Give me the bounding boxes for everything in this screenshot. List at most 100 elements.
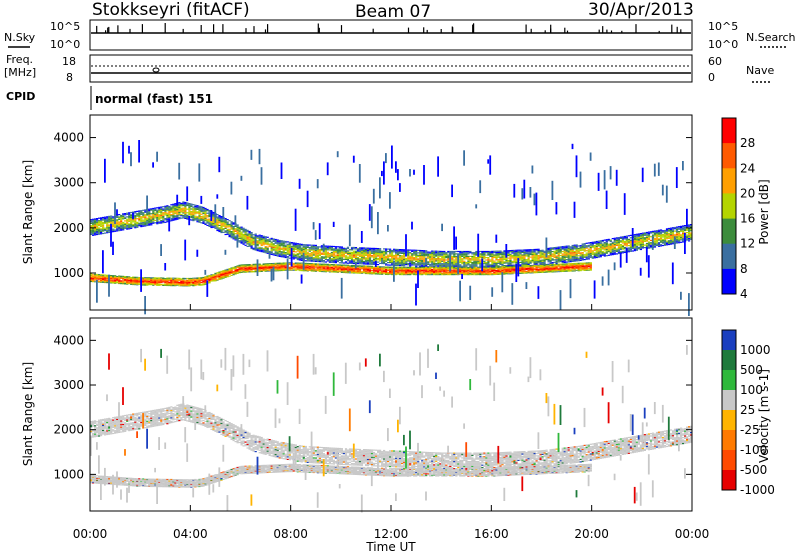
- heatmap-cell: [272, 246, 275, 249]
- heatmap-cell: [362, 266, 366, 267]
- heatmap-cell: [102, 232, 105, 235]
- heatmap-cell: [264, 249, 267, 251]
- heatmap-cell: [320, 259, 323, 262]
- heatmap-cell: [401, 250, 404, 252]
- heatmap-cell: [110, 217, 113, 220]
- heatmap-cell: [128, 220, 131, 222]
- heatmap-cell: [278, 239, 281, 242]
- heatmap-cell: [453, 250, 456, 253]
- heatmap-cell: [324, 255, 327, 257]
- heatmap-cell: [258, 246, 261, 248]
- heatmap-cell: [358, 260, 362, 262]
- heatmap-cell: [467, 261, 470, 264]
- heatmap-cell: [419, 273, 422, 275]
- heatmap-cell: [116, 281, 119, 283]
- heatmap-cell: [116, 225, 119, 227]
- heatmap-cell: [326, 251, 329, 253]
- heatmap-cell: [130, 220, 133, 222]
- heatmap-cell: [198, 208, 201, 210]
- heatmap-cell: [110, 280, 113, 282]
- heatmap-cell: [282, 265, 285, 267]
- heatmap-cell: [374, 271, 378, 273]
- heatmap-cell: [334, 246, 337, 248]
- heatmap-cell: [188, 214, 191, 216]
- heatmap-cell: [364, 248, 368, 250]
- heatmap-cell: [344, 272, 348, 274]
- heatmap-cell: [218, 277, 221, 279]
- heatmap-cell: [280, 240, 283, 242]
- heatmap-cell: [166, 221, 169, 223]
- heatmap-cell: [268, 269, 271, 271]
- heatmap-cell: [236, 229, 239, 231]
- heatmap-cell: [362, 270, 366, 272]
- heatmap-cell: [118, 228, 121, 230]
- heatmap-cell: [120, 278, 123, 279]
- heatmap-cell: [272, 254, 275, 256]
- heatmap-cell: [122, 275, 125, 277]
- heatmap-cell: [90, 221, 93, 223]
- heatmap-cell: [202, 215, 205, 217]
- heatmap-cell: [308, 259, 311, 261]
- heatmap-cell: [397, 252, 400, 254]
- heatmap-cell: [228, 271, 231, 272]
- heatmap-cell: [294, 244, 297, 246]
- heatmap-cell: [116, 224, 119, 226]
- heatmap-cell: [411, 255, 414, 257]
- heatmap-cell: [128, 218, 131, 220]
- heatmap-cell: [364, 257, 368, 259]
- heatmap-cell: [411, 254, 414, 256]
- heatmap-cell: [437, 156, 439, 177]
- heatmap-cell: [288, 241, 291, 243]
- heatmap-cell: [479, 264, 482, 266]
- heatmap-cell: [433, 255, 436, 257]
- heatmap-cell: [154, 214, 157, 217]
- heatmap-cell: [409, 260, 412, 262]
- heatmap-cell: [377, 261, 380, 263]
- heatmap-cell: [260, 265, 263, 267]
- heatmap-cell: [170, 281, 173, 283]
- heatmap-cell: [236, 266, 239, 267]
- heatmap-cell: [443, 257, 446, 259]
- heatmap-cell: [326, 264, 329, 266]
- heatmap-cell: [162, 217, 165, 219]
- heatmap-cell: [322, 263, 325, 265]
- heatmap-cell: [116, 220, 119, 222]
- heatmap-cell: [178, 203, 181, 205]
- heatmap-cell: [92, 278, 95, 280]
- heatmap-cell: [356, 265, 360, 267]
- heatmap-cell: [212, 277, 215, 279]
- heatmap-cell: [224, 275, 227, 277]
- heatmap-cell: [389, 267, 392, 269]
- heatmap-cell: [473, 255, 476, 257]
- heatmap-cell: [200, 281, 203, 283]
- heatmap-cell: [294, 265, 297, 267]
- heatmap-cell: [204, 281, 207, 283]
- heatmap-cell: [216, 279, 219, 281]
- heatmap-cell: [354, 251, 358, 254]
- heatmap-cell: [166, 208, 169, 211]
- heatmap-cell: [292, 257, 295, 259]
- heatmap-cell: [220, 228, 223, 230]
- heatmap-cell: [403, 269, 406, 270]
- heatmap-cell: [280, 256, 283, 258]
- heatmap-cell: [409, 264, 412, 266]
- heatmap-cell: [399, 271, 402, 273]
- heatmap-cell: [158, 216, 161, 218]
- heatmap-cell: [140, 226, 143, 228]
- heatmap-cell: [441, 269, 444, 271]
- heatmap-cell: [250, 233, 253, 235]
- heatmap-cell: [96, 275, 99, 277]
- heatmap-cell: [120, 229, 123, 231]
- heatmap-cell: [459, 271, 462, 273]
- heatmap-cell: [230, 237, 233, 239]
- heatmap-cell: [100, 274, 103, 276]
- heatmap-cell: [262, 244, 265, 246]
- heatmap-cell: [336, 257, 339, 259]
- heatmap-cell: [401, 261, 404, 263]
- heatmap-cell: [174, 284, 177, 286]
- heatmap-cell: [152, 279, 155, 280]
- heatmap-cell: [166, 285, 169, 287]
- heatmap-cell: [300, 248, 303, 250]
- heatmap-cell: [429, 257, 432, 259]
- heatmap-cell: [114, 279, 117, 281]
